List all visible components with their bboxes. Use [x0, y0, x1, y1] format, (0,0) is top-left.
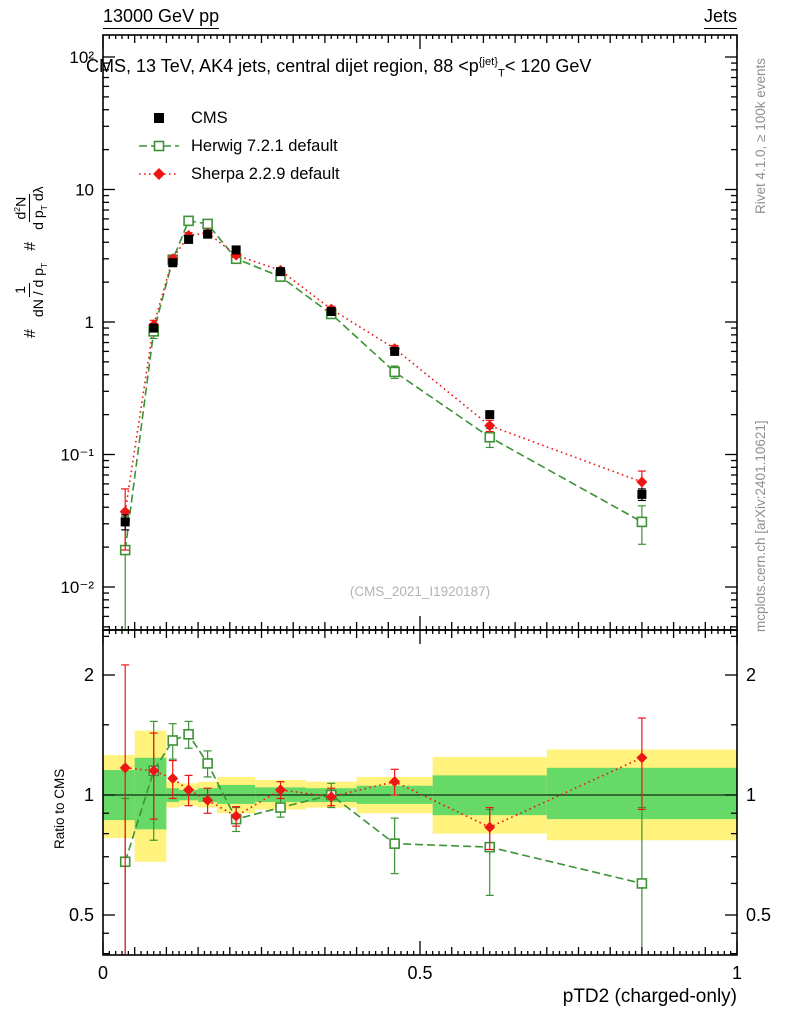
- ylabel-hash-2: #: [21, 241, 39, 251]
- svg-text:10⁻²: 10⁻²: [60, 578, 94, 597]
- analysis-group-header: Jets: [703, 6, 737, 29]
- y-axis-label: # 1 dN / d pT # d2N d pT dλ: [12, 183, 50, 338]
- svg-text:0.5: 0.5: [69, 905, 94, 925]
- svg-text:10: 10: [75, 181, 94, 200]
- legend-label: Herwig 7.2.1 default: [191, 136, 338, 155]
- ylabel-hash-1: #: [21, 329, 39, 338]
- svg-text:1: 1: [84, 785, 94, 805]
- ylabel-frac2-denominator: d pT dλ: [30, 186, 50, 230]
- cms-marker-icon: [137, 110, 181, 126]
- legend-item-sherpa: Sherpa 2.2.9 default: [137, 160, 340, 188]
- svg-text:2: 2: [746, 665, 756, 685]
- svg-text:0.5: 0.5: [407, 963, 432, 983]
- analysis-id-watermark: (CMS_2021_I1920187): [349, 584, 491, 599]
- legend-label: Sherpa 2.2.9 default: [191, 164, 340, 183]
- mcplots-arxiv-note: mcplots.cern.ch [arXiv:2401.10621]: [753, 420, 768, 632]
- ylabel-fraction-2: d2N d pT dλ: [12, 183, 50, 232]
- svg-text:0: 0: [98, 963, 108, 983]
- ylabel-frac1-denominator: dN / d pT: [30, 262, 49, 318]
- herwig-marker-icon: [137, 138, 181, 154]
- sherpa-marker-icon: [137, 166, 181, 182]
- svg-text:2: 2: [84, 665, 94, 685]
- legend-item-cms: CMS: [137, 104, 340, 132]
- svg-text:10²: 10²: [69, 48, 94, 67]
- svg-text:1: 1: [732, 963, 742, 983]
- svg-text:0.5: 0.5: [746, 905, 771, 925]
- ratio-axis-label: Ratio to CMS: [52, 768, 67, 849]
- x-axis-label: pTD2 (charged-only): [562, 986, 737, 1007]
- legend: CMS Herwig 7.2.1 default Sherpa 2.2.9 de…: [137, 104, 340, 188]
- ylabel-frac1-numerator: 1: [12, 283, 31, 297]
- legend-label: CMS: [191, 108, 228, 127]
- rivet-version-note: Rivet 4.1.0, ≥ 100k events: [753, 58, 768, 214]
- ylabel-frac2-numerator: d2N: [12, 193, 31, 223]
- svg-text:1: 1: [85, 313, 94, 332]
- beam-energy-header: 13000 GeV pp: [103, 6, 220, 29]
- legend-item-herwig: Herwig 7.2.1 default: [137, 132, 340, 160]
- ylabel-fraction-1: 1 dN / d pT: [12, 260, 49, 320]
- svg-text:1: 1: [746, 785, 756, 805]
- plot-title: CMS, 13 TeV, AK4 jets, central dijet reg…: [86, 56, 592, 80]
- svg-text:10⁻¹: 10⁻¹: [60, 446, 94, 465]
